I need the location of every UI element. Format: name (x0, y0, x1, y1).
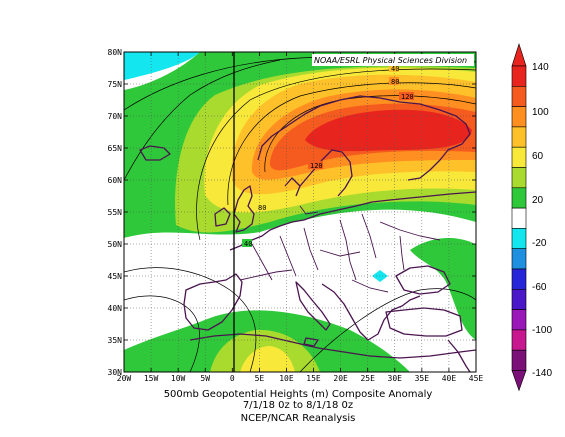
shade-green-east (410, 238, 476, 340)
border-line (239, 205, 441, 293)
contour-label: 40 (244, 240, 252, 248)
colorbar-segment (511, 207, 527, 229)
colorbar-label: 60 (532, 151, 544, 162)
colorbar-segment (511, 86, 527, 107)
coastline-continent (229, 191, 476, 251)
lon-label: 20W (117, 374, 132, 383)
coastline-italy (295, 281, 331, 347)
anomaly-shading (124, 52, 476, 372)
coastline-iberia (183, 273, 243, 331)
lat-labels: 80N 75N 70N 65N 60N 55N 50N 45N 40N 35N 30N (108, 48, 123, 377)
coastline-northafrica (189, 333, 476, 359)
lon-label: 10E (279, 374, 294, 383)
credit-text: NOAA/ESRL Physical Sciences Division (314, 56, 467, 65)
lon-label: 15W (144, 374, 159, 383)
colorbar-label: -20 (532, 238, 547, 249)
lat-label: 75N (108, 80, 123, 89)
colorbar-segment (511, 106, 527, 128)
colorbar-segment (511, 268, 527, 290)
credit-box: NOAA/ESRL Physical Sciences Division (312, 54, 474, 66)
contour-lines (124, 55, 476, 372)
colorbar-bottom-arrow (511, 370, 527, 392)
lon-label: 20E (333, 374, 348, 383)
contour-label: 80 (391, 78, 399, 86)
colorbar-segment (511, 309, 527, 331)
lat-label: 70N (108, 112, 123, 121)
lon-label: 25E (360, 374, 375, 383)
lon-label: 5W (200, 374, 210, 383)
coastline-iceland (139, 145, 171, 161)
lat-label: 40N (108, 304, 123, 313)
colorbar-segment (511, 349, 527, 371)
colorbar-segment (511, 146, 527, 168)
contour-label: 120 (310, 162, 323, 170)
lat-label: 65N (108, 144, 123, 153)
colorbar-label: -60 (532, 282, 547, 293)
colorbar-label: 140 (532, 62, 549, 73)
colorbar-label: -100 (532, 325, 552, 336)
colorbar-segment (511, 288, 527, 310)
coastlines (139, 95, 476, 372)
lon-label: 35E (415, 374, 430, 383)
graticule (124, 52, 476, 372)
contour-line (299, 288, 476, 372)
colorbar-segment (511, 329, 527, 351)
caption-date-range: 7/1/18 0z to 8/1/18 0z (242, 400, 354, 411)
colorbar-segment (511, 126, 527, 148)
colorbar-label: 20 (532, 195, 544, 206)
shade-red (305, 109, 472, 152)
contour-line (124, 295, 200, 372)
lon-label: 45E (469, 374, 484, 383)
lat-label: 50N (108, 240, 123, 249)
coastline-turkey (385, 307, 463, 337)
lon-label: 5E (255, 374, 265, 383)
coastline-britain (214, 185, 255, 233)
contour-label: 80 (258, 204, 266, 212)
colorbar-label: 100 (532, 107, 549, 118)
lon-label: 40E (442, 374, 457, 383)
colorbar-top-arrow (511, 43, 527, 67)
lat-label: 55N (108, 208, 123, 217)
contour-label: 120 (401, 93, 414, 101)
colorbar-labels: 140 100 60 20 -20 -60 -100 -140 (532, 62, 552, 379)
lon-label: 10W (171, 374, 186, 383)
lon-label: 0 (230, 374, 235, 383)
lat-label: 60N (108, 176, 123, 185)
contour-label: 40 (391, 65, 399, 73)
lat-label: 35N (108, 336, 123, 345)
lat-label: 45N (108, 272, 123, 281)
colorbar-label: -140 (532, 368, 552, 379)
caption-title: 500mb Geopotential Heights (m) Composite… (163, 389, 433, 400)
coastline-balkans (321, 283, 421, 341)
lon-label: 30E (388, 374, 403, 383)
lat-label: 30N (108, 368, 123, 377)
contour-line (124, 267, 257, 372)
caption-source: NCEP/NCAR Reanalysis (240, 413, 356, 424)
contour-line (196, 68, 476, 241)
lat-label: 80N (108, 48, 123, 57)
shade-cyan-arctic (124, 52, 200, 80)
colorbar-segment (511, 248, 527, 270)
contour-value-labels: 40 80 120 120 80 40 (242, 64, 414, 248)
colorbar-segment (511, 228, 527, 249)
lon-labels: 20W 15W 10W 5W 0 5E 10E 15E 20E 25E 30E 35E 40E 45E (117, 374, 484, 383)
coastline-mideast (447, 339, 471, 372)
colorbar-segment (511, 65, 527, 87)
contour-line (124, 59, 281, 181)
coastline-blacksea (395, 265, 451, 295)
colorbar-segment (511, 187, 527, 209)
colorbar-segment (511, 167, 527, 189)
lon-label: 15E (306, 374, 321, 383)
colorbar (511, 43, 527, 392)
country-borders (239, 205, 441, 293)
shade-yellow-south (240, 346, 295, 372)
